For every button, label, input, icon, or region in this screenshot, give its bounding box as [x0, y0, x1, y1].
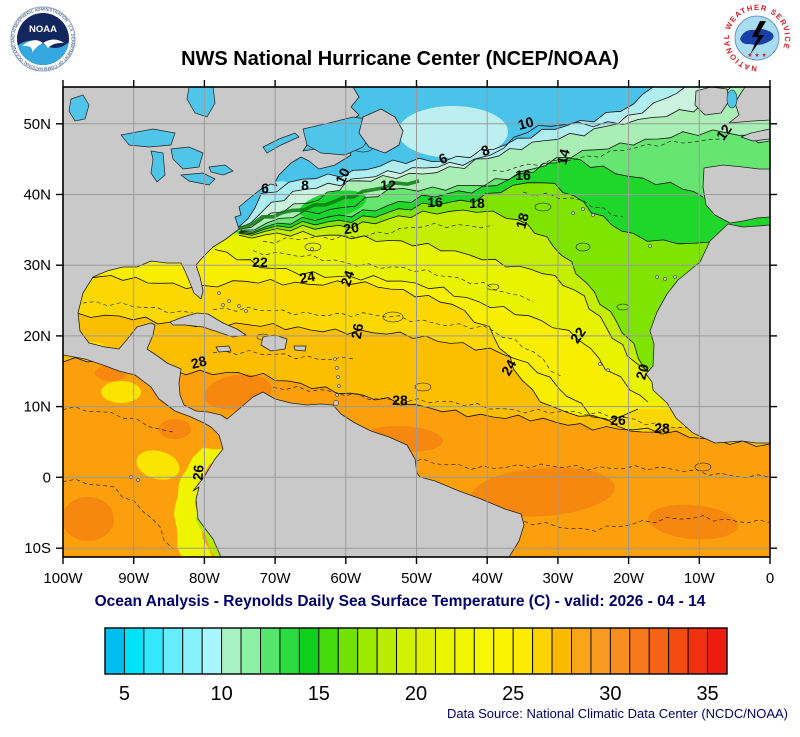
colorbar-cell — [609, 627, 631, 675]
colorbar-cell — [687, 627, 709, 675]
contour-label: 28 — [392, 392, 408, 408]
colorbar-tick-label: 20 — [405, 683, 427, 705]
colorbar-cell — [337, 627, 359, 675]
y-axis-label: 10N — [23, 399, 51, 416]
map-caption: Ocean Analysis - Reynolds Daily Sea Surf… — [94, 593, 706, 610]
x-axis-label: 10W — [684, 570, 716, 587]
contour-label: 22 — [252, 254, 268, 270]
y-axis-label: 10S — [24, 540, 51, 557]
colorbar-cell — [648, 627, 670, 675]
x-axis-label: 30W — [542, 570, 574, 587]
y-axis-label: 50N — [23, 116, 51, 133]
colorbar-cell — [143, 627, 164, 675]
temperature-colorbar: 5 10 15 20 25 30 35 — [104, 627, 728, 705]
contour-label: 24 — [337, 268, 357, 288]
contour-label: 20 — [342, 219, 360, 237]
colorbar-cell — [532, 627, 553, 675]
colorbar-cell — [182, 627, 203, 675]
colorbar-cell — [104, 627, 125, 675]
x-axis-label: 90W — [118, 570, 150, 587]
colorbar-tick-label: 30 — [599, 683, 621, 705]
x-axis-label: 70W — [260, 570, 292, 587]
colorbar-cell — [279, 627, 300, 675]
noaa-seagull-icon — [22, 40, 43, 53]
colorbar-cell — [318, 627, 339, 675]
colorbar-cell — [707, 627, 728, 675]
colorbar-cell — [201, 627, 223, 675]
contour-label: 16 — [515, 167, 531, 183]
nws-lightning-icon — [750, 21, 766, 55]
colorbar-cell — [590, 627, 611, 675]
colorbar-cell — [123, 627, 145, 675]
contour-label: 10 — [332, 165, 353, 186]
page-title: NWS National Hurricane Center (NCEP/NOAA… — [181, 48, 619, 70]
colorbar-cell — [376, 627, 398, 675]
colorbar-cell — [454, 627, 475, 675]
contour-label: 6 — [261, 180, 269, 196]
contour-label: 20 — [632, 362, 652, 381]
x-axis-label: 60W — [330, 570, 362, 587]
x-axis-label: 0 — [766, 570, 774, 587]
x-axis-label: 80W — [189, 570, 221, 587]
y-axis-label: 30N — [23, 257, 51, 274]
y-axis-label: 20N — [23, 328, 51, 345]
nws-logo: NATIONAL WEATHER SERVICE ★ ★ ★ — [722, 3, 791, 73]
contour-label: 24 — [298, 268, 316, 286]
colorbar-cell — [298, 627, 320, 675]
noaa-logo: NOAA NATIONAL OCEANIC AND ATMOSPHERIC AD… — [10, 6, 76, 72]
colorbar-tick-label: 10 — [211, 683, 233, 705]
contour-label: 26 — [189, 464, 206, 481]
contour-label: 26 — [610, 412, 626, 428]
colorbar-cell — [162, 627, 184, 675]
colorbar-tick-label: 5 — [119, 683, 130, 705]
contour-label: 24 — [498, 357, 520, 379]
contour-label: 16 — [427, 194, 443, 210]
colorbar-cell — [357, 627, 378, 675]
contour-label: 8 — [301, 177, 309, 193]
colorbar-cell — [415, 627, 436, 675]
contour-label: 12 — [380, 177, 396, 193]
colorbar-cell — [571, 627, 592, 675]
nws-stars: ★ ★ ★ — [747, 52, 766, 59]
noaa-acronym: NOAA — [29, 24, 57, 35]
y-axis-label: 0 — [43, 469, 51, 486]
colorbar-cell — [668, 627, 689, 675]
y-axis-label: 40N — [23, 187, 51, 204]
colorbar-cell — [551, 627, 572, 675]
colorbar-cell — [473, 627, 495, 675]
x-axis-label: 50W — [401, 570, 433, 587]
colorbar-cell — [396, 627, 417, 675]
x-axis-label: 20W — [613, 570, 645, 587]
colorbar-tick-label: 35 — [696, 683, 718, 705]
contour-label: 28 — [654, 420, 670, 436]
contour-label: 28 — [189, 352, 208, 372]
contour-label: 18 — [512, 211, 532, 230]
contour-label: 18 — [469, 195, 485, 211]
x-axis-label: 40W — [472, 570, 504, 587]
contour-label: 10 — [516, 113, 535, 133]
colorbar-cell — [434, 627, 456, 675]
colorbar-tick-label: 25 — [502, 683, 524, 705]
colorbar-cell — [629, 627, 650, 675]
colorbar-cell — [512, 627, 534, 675]
colorbar-cell — [240, 627, 261, 675]
data-source-footer: Data Source: National Climatic Data Cent… — [447, 706, 788, 721]
colorbar-cell — [260, 627, 281, 675]
x-axis-label: 100W — [43, 570, 83, 587]
colorbar-cell — [221, 627, 242, 675]
contour-label: 26 — [348, 322, 366, 340]
contour-label: 14 — [553, 147, 573, 166]
colorbar-cell — [493, 627, 514, 675]
colorbar-tick-label: 15 — [308, 683, 330, 705]
